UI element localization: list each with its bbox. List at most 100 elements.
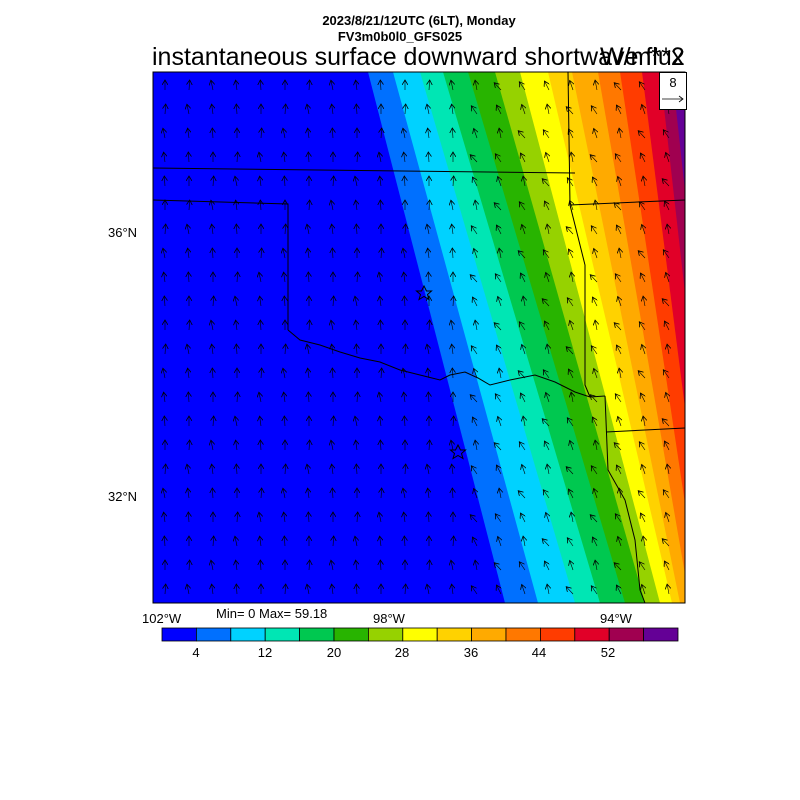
wind-arrow (666, 273, 669, 283)
wind-arrow (261, 368, 262, 379)
wind-arrow (453, 416, 454, 427)
wind-arrow (188, 488, 189, 499)
wind-arrow (307, 224, 309, 235)
wind-arrow (428, 152, 429, 163)
wind-arrow (429, 320, 430, 331)
wind-arrow (260, 176, 261, 187)
wind-arrow (381, 368, 382, 379)
wind-arrow (187, 104, 189, 115)
wind-arrow (284, 176, 285, 187)
colorbar-swatch-8 (436, 627, 473, 642)
wind-arrow (333, 416, 334, 427)
colorbar-swatch-11 (540, 627, 576, 642)
wind-arrow (451, 440, 453, 451)
wind-arrow (212, 224, 213, 235)
wind-arrow (593, 297, 598, 307)
wind-arrow (261, 488, 262, 499)
wind-arrow (451, 80, 453, 91)
wind-arrow (165, 584, 166, 595)
wind-arrow (260, 560, 261, 571)
wind-arrow (666, 393, 669, 403)
wind-arrow (236, 344, 237, 355)
wind-arrow (523, 296, 525, 307)
wind-arrow (615, 154, 622, 163)
colorbar-swatch-4 (299, 627, 335, 642)
wind-arrow (332, 248, 333, 259)
wind-arrow (189, 80, 190, 91)
plot-title: instantaneous surface downward shortwave… (152, 43, 685, 71)
wind-arrow (188, 512, 189, 523)
wind-arrow (545, 201, 550, 211)
wind-arrow (333, 176, 334, 187)
wind-arrow (590, 275, 598, 283)
wind-arrow (236, 200, 237, 211)
wind-arrow (332, 464, 333, 475)
wind-arrow (519, 202, 526, 211)
wind-arrow (542, 179, 550, 187)
wind-arrow (428, 128, 429, 139)
colorbar-tick-12: 12 (257, 645, 273, 660)
texas-oklahoma-red-river (287, 329, 606, 398)
state-borders (153, 72, 685, 603)
wind-arrow (332, 488, 333, 499)
wind-arrow (662, 539, 670, 547)
colorbar-swatch-9 (471, 627, 507, 642)
wind-arrow (499, 248, 501, 259)
wind-arrow (642, 585, 645, 595)
wind-arrow (356, 440, 357, 451)
wind-arrow (663, 490, 670, 499)
wind-arrow (567, 538, 574, 547)
wind-arrow (638, 251, 646, 259)
wind-arrow (452, 584, 453, 595)
wind-arrow (211, 320, 213, 331)
wind-arrow (381, 488, 382, 499)
wind-arrow (211, 80, 213, 91)
wind-arrow (642, 465, 645, 475)
wind-arrow (641, 513, 646, 523)
wind-arrow (356, 200, 357, 211)
wind-arrow (546, 393, 549, 403)
wind-arrow (495, 394, 502, 403)
wind-arrow (663, 370, 670, 379)
wind-arrow (165, 104, 166, 115)
wind-arrow (614, 563, 622, 571)
wind-arrow (355, 176, 357, 187)
wind-arrow (163, 128, 165, 139)
wind-arrow (236, 320, 237, 331)
wind-arrow (331, 440, 333, 451)
wind-arrow (332, 104, 333, 115)
wind-arrow (471, 226, 478, 235)
wind-arrow (497, 585, 502, 595)
wind-arrow (470, 275, 478, 283)
wind-arrow (164, 416, 165, 427)
wind-arrow (453, 176, 454, 187)
wind-arrow (614, 83, 622, 91)
wind-arrow (379, 512, 381, 523)
wind-arrow (619, 248, 621, 259)
wind-arrow (355, 296, 357, 307)
wind-arrow (497, 105, 502, 115)
wind-arrow (237, 512, 238, 523)
wind-arrow (427, 584, 429, 595)
wind-arrow (639, 202, 646, 211)
wind-arrow (260, 320, 261, 331)
wind-arrow (427, 224, 429, 235)
wind-arrow (284, 392, 285, 403)
wind-arrow (617, 225, 622, 235)
wind-arrow (543, 370, 550, 379)
wind-arrow (332, 128, 333, 139)
wind-arrow (403, 248, 405, 259)
wind-arrow (566, 107, 574, 115)
wind-arrow (236, 464, 237, 475)
wind-arrow (543, 250, 550, 259)
wind-arrow (187, 344, 189, 355)
wind-arrow (667, 464, 669, 475)
wind-arrow (499, 368, 501, 379)
wind-arrow (523, 176, 525, 187)
wind-arrow (164, 152, 165, 163)
wind-arrow (522, 585, 525, 595)
wind-arrow (380, 416, 381, 427)
wind-arrow (518, 251, 526, 259)
wind-arrow (260, 296, 261, 307)
city-markers (415, 284, 467, 460)
